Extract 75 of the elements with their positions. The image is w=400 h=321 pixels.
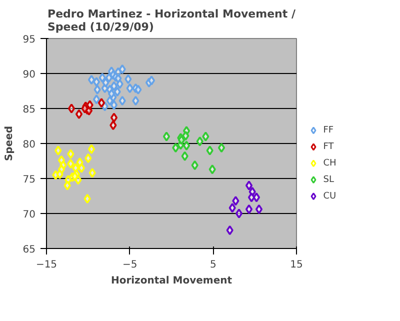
- point: [124, 74, 132, 84]
- point: [68, 104, 76, 114]
- point: [252, 192, 260, 202]
- point: [118, 96, 126, 106]
- point: [110, 81, 118, 91]
- point: [54, 146, 62, 156]
- point: [206, 146, 214, 156]
- y-tick-label: 75: [22, 174, 36, 186]
- point: [182, 140, 190, 150]
- y-tick-label: 90: [22, 70, 36, 80]
- point: [114, 86, 121, 97]
- point: [114, 67, 122, 77]
- point: [228, 203, 236, 213]
- legend-label: SL: [323, 174, 334, 185]
- y-tick-label: 85: [22, 104, 36, 116]
- point: [84, 194, 91, 204]
- point: [248, 192, 256, 202]
- point: [75, 109, 83, 119]
- point: [218, 142, 226, 153]
- point: [126, 83, 134, 94]
- point: [162, 132, 170, 142]
- y-tick-label: 65: [22, 244, 36, 256]
- point: [98, 72, 106, 83]
- x-tick-label: 15: [290, 260, 303, 270]
- point: [88, 168, 96, 178]
- point: [108, 88, 116, 99]
- point: [132, 96, 140, 106]
- point: [172, 142, 180, 153]
- point: [232, 196, 240, 206]
- point: [92, 94, 100, 104]
- point: [106, 96, 114, 106]
- legend-label: FF: [323, 125, 334, 136]
- point: [56, 169, 64, 180]
- point: [245, 180, 253, 190]
- point: [110, 120, 117, 130]
- y-tick-label: 80: [22, 140, 36, 150]
- y-tick-label: 95: [22, 34, 36, 46]
- point: [88, 144, 96, 154]
- point: [110, 100, 118, 110]
- point: [181, 151, 188, 161]
- point: [255, 204, 263, 214]
- point: [134, 84, 142, 94]
- legend-label: CU: [323, 191, 336, 202]
- point: [98, 98, 106, 108]
- legend-label: CH: [323, 158, 336, 168]
- point: [148, 76, 156, 86]
- legend-label: FT: [323, 142, 334, 152]
- chart-title: Pedro Martinez - Horizontal Movement / Speed (10/29/09): [48, 8, 296, 34]
- point: [116, 79, 124, 89]
- x-tick-label: −5: [122, 260, 138, 270]
- point: [84, 153, 92, 164]
- x-tick-label: −15: [36, 260, 58, 270]
- point: [78, 163, 86, 173]
- x-tick-label: 5: [210, 260, 216, 270]
- point: [71, 172, 78, 182]
- point: [92, 77, 100, 87]
- point: [64, 180, 71, 190]
- point: [226, 225, 234, 236]
- point: [94, 84, 101, 94]
- point: [67, 158, 74, 169]
- point: [208, 164, 216, 174]
- point: [182, 130, 190, 141]
- point: [102, 78, 110, 88]
- point: [86, 100, 94, 110]
- point: [191, 160, 198, 170]
- point: [88, 74, 96, 85]
- y-axis-title: Speed: [4, 126, 15, 162]
- point: [202, 132, 210, 142]
- point: [235, 208, 243, 218]
- point: [245, 204, 253, 214]
- x-axis-title: Horizontal Movement: [110, 276, 232, 286]
- point: [110, 112, 118, 122]
- point: [196, 136, 204, 146]
- y-tick-label: 70: [22, 210, 36, 220]
- point: [67, 149, 74, 159]
